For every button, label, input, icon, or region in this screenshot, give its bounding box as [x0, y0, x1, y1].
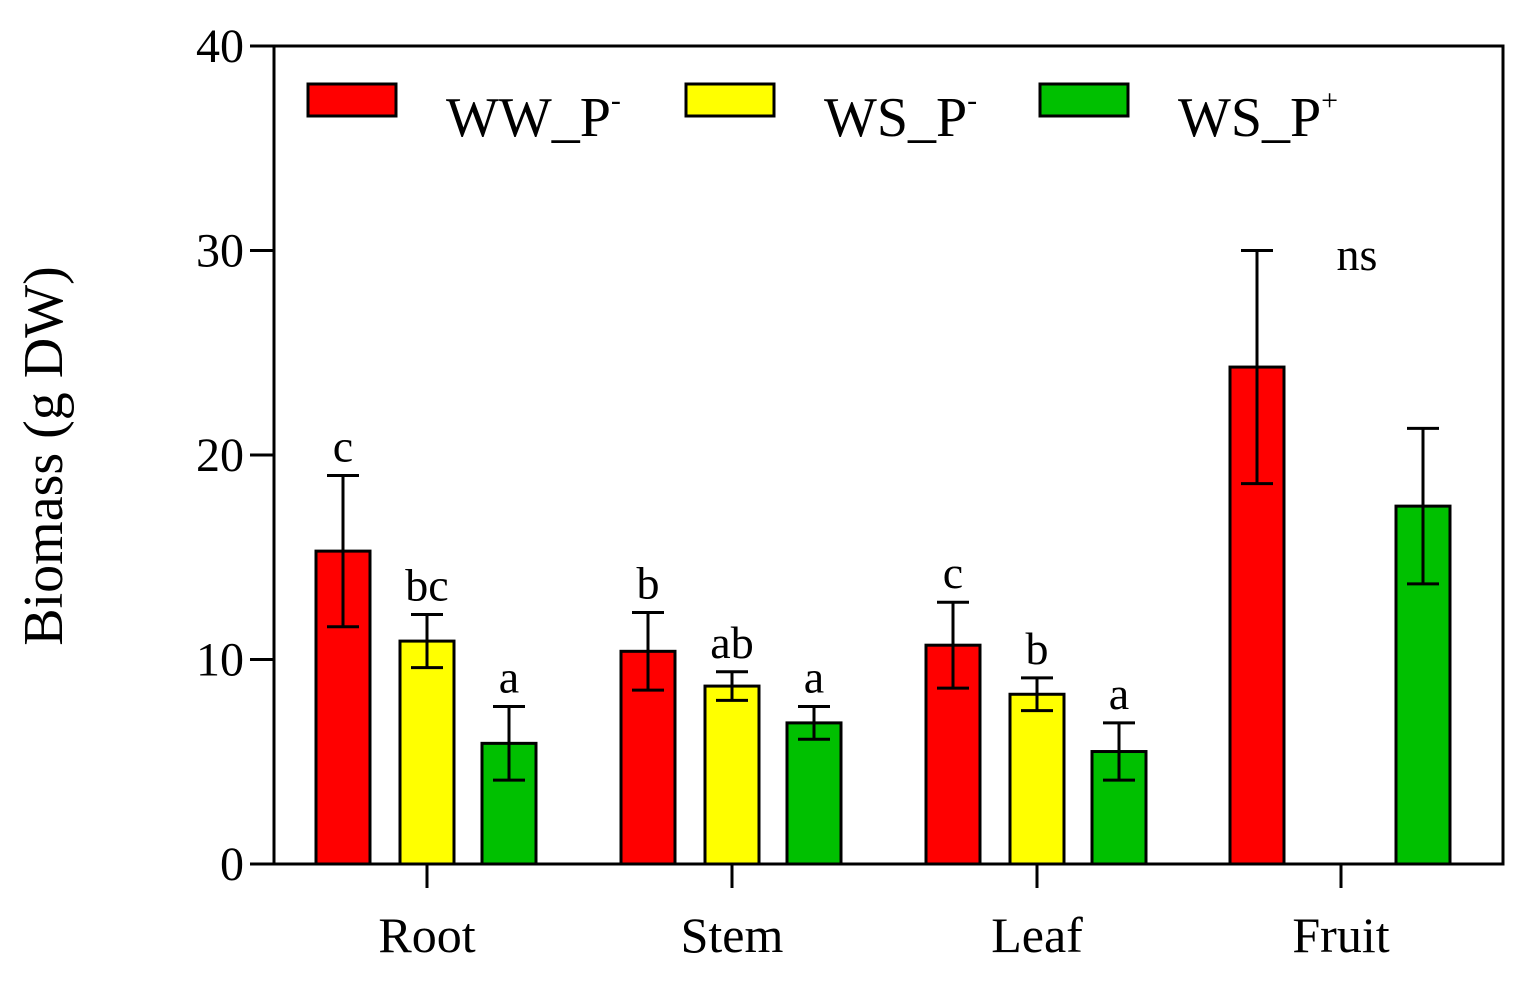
- annotation-ns: ns: [1337, 229, 1378, 280]
- bar: [1010, 694, 1064, 864]
- y-tick-label: 0: [220, 838, 244, 891]
- x-tick-label: Root: [378, 907, 475, 963]
- significance-letter: ab: [710, 617, 753, 668]
- plot-frame: [274, 46, 1503, 864]
- significance-letter: a: [499, 652, 519, 703]
- legend-label: WS_P-: [824, 84, 977, 149]
- legend-name: WW_P: [446, 87, 611, 149]
- bar-chart: Biomass (g DW) 010203040RootcbcaStembaba…: [0, 0, 1526, 982]
- x-tick-label: Fruit: [1292, 907, 1389, 963]
- significance-letter: c: [333, 420, 353, 471]
- significance-letter: b: [1026, 623, 1049, 674]
- legend-superscript: +: [1321, 84, 1338, 117]
- legend-superscript: -: [967, 84, 977, 117]
- y-tick-label: 20: [196, 429, 244, 482]
- legend-label: WW_P-: [446, 84, 621, 149]
- significance-letter: c: [943, 547, 963, 598]
- bar: [400, 641, 454, 864]
- significance-letter: a: [1109, 668, 1129, 719]
- legend-name: WS_P: [824, 87, 967, 149]
- legend-swatch: [1040, 84, 1128, 116]
- legend-swatch: [686, 84, 774, 116]
- significance-letter: b: [637, 557, 660, 608]
- legend-label: WS_P+: [1178, 84, 1338, 149]
- legend-swatch: [308, 84, 396, 116]
- x-tick-label: Stem: [681, 907, 784, 963]
- legend-superscript: -: [611, 84, 621, 117]
- legend-name: WS_P: [1178, 87, 1321, 149]
- y-axis-label: Biomass (g DW): [13, 266, 75, 646]
- y-tick-label: 30: [196, 225, 244, 278]
- y-tick-label: 10: [196, 634, 244, 687]
- significance-letter: a: [804, 652, 824, 703]
- significance-letter: bc: [405, 560, 448, 611]
- bar: [787, 723, 841, 864]
- x-tick-label: Leaf: [991, 907, 1083, 963]
- y-tick-label: 40: [196, 20, 244, 73]
- bar: [705, 686, 759, 864]
